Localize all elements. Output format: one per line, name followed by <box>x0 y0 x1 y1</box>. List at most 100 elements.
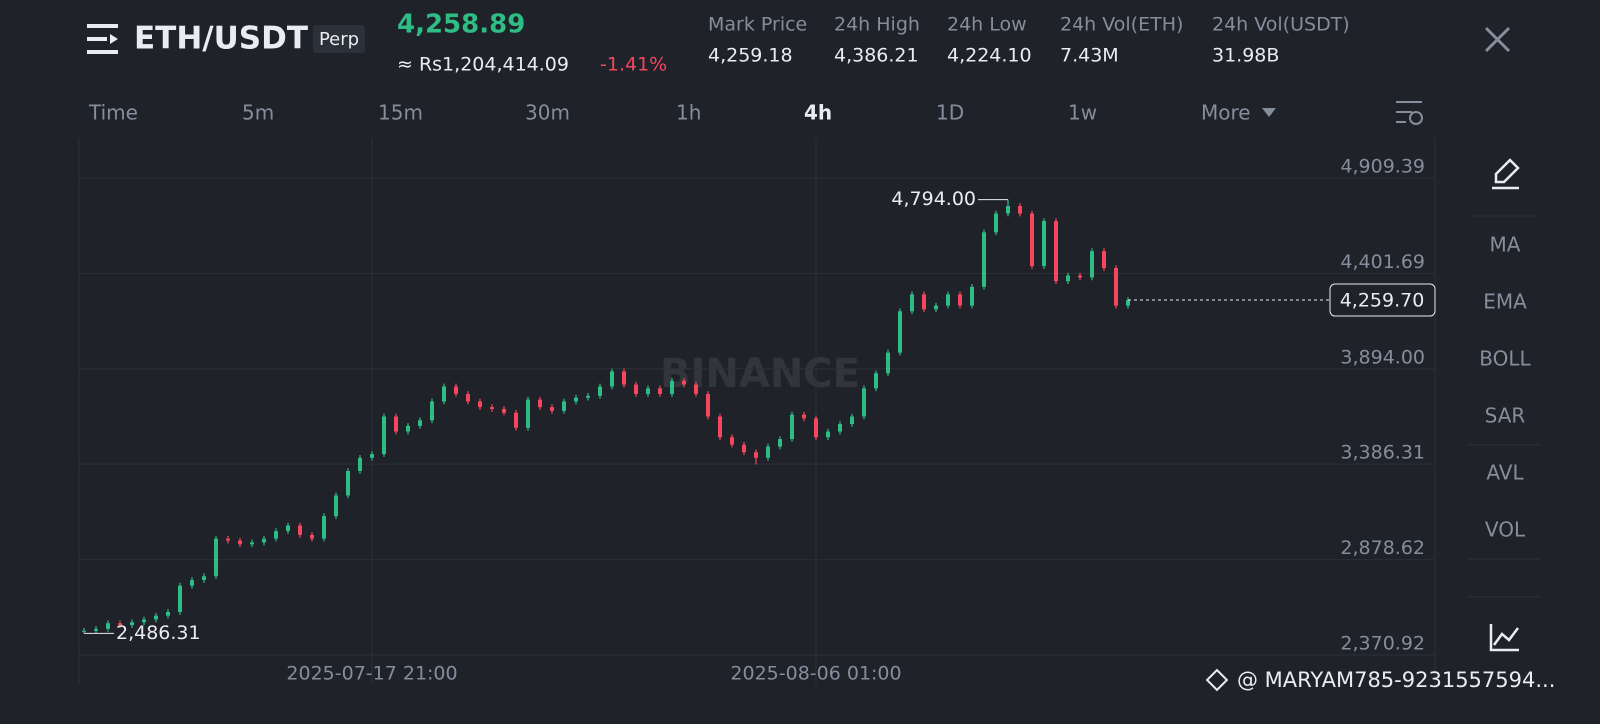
candle-body <box>538 399 542 408</box>
candle-body <box>526 399 530 428</box>
candle-body <box>106 623 110 629</box>
candle-body <box>922 294 926 310</box>
candle-body <box>694 384 698 394</box>
tab[interactable]: 4h <box>804 101 832 125</box>
tab[interactable]: 1D <box>936 101 964 125</box>
candle-body <box>574 397 578 402</box>
tab[interactable]: 1w <box>1068 101 1097 125</box>
candle-body <box>154 615 158 620</box>
tab[interactable]: 5m <box>242 101 274 125</box>
y-tick-label: 4,401.69 <box>1340 251 1425 273</box>
candle-body <box>1066 275 1070 282</box>
candle-body <box>742 444 746 453</box>
indicator[interactable]: EMA <box>1483 290 1527 314</box>
tab[interactable]: 30m <box>525 101 570 125</box>
candle-body <box>82 630 86 632</box>
y-tick-label: 2,878.62 <box>1340 537 1425 559</box>
candle-body <box>598 386 602 396</box>
settings-icon[interactable] <box>1396 101 1423 125</box>
y-tick-label: 4,909.39 <box>1340 155 1425 177</box>
candle-body <box>466 393 470 402</box>
candle-body <box>334 495 338 517</box>
candle-body <box>142 619 146 623</box>
indicator[interactable]: SAR <box>1485 404 1526 428</box>
candle-body <box>370 454 374 458</box>
candle-body <box>1126 300 1130 306</box>
close-button[interactable] <box>1484 26 1511 53</box>
candle-body <box>274 531 278 539</box>
indicator[interactable]: MA <box>1490 233 1521 257</box>
stats: Mark Price 4,259.18 24h High 4,386.21 24h Lo… <box>708 14 1350 67</box>
stat-label: 24h Vol(ETH) <box>1060 14 1183 36</box>
candle-body <box>502 408 506 413</box>
more-arrow[interactable] <box>1262 108 1276 117</box>
candle-body <box>394 416 398 432</box>
candle-body <box>1078 275 1082 278</box>
candle-body <box>454 386 458 394</box>
candle-body <box>838 424 842 432</box>
stat-value: 4,386.21 <box>834 45 919 67</box>
menu-icon[interactable] <box>87 24 118 54</box>
candle-body <box>1018 206 1022 214</box>
symbol[interactable]: ETH/USDT <box>134 21 308 57</box>
indicator[interactable]: BOLL <box>1479 347 1531 371</box>
last-price-box <box>1329 283 1436 317</box>
candle-body <box>874 373 878 389</box>
tab[interactable]: 1h <box>676 101 701 125</box>
candle-body <box>706 393 710 417</box>
candle-body <box>238 540 242 545</box>
candle-body <box>946 294 950 306</box>
candle-body <box>634 384 638 394</box>
candle-body <box>778 439 782 447</box>
indicator[interactable]: AVL <box>1486 461 1524 485</box>
candle-body <box>682 380 686 385</box>
local-price: ≈ Rs1,204,414.09 <box>397 54 569 76</box>
last-price-label: 4,259.70 <box>1340 290 1425 312</box>
candle-body <box>382 416 386 455</box>
x-tick-label: 2025-07-17 21:00 <box>286 663 457 685</box>
candle-body <box>166 611 170 616</box>
candle-body <box>898 311 902 353</box>
candle-body <box>214 538 218 577</box>
tab[interactable]: 15m <box>378 101 423 125</box>
footer-handle: @ MARYAM785-9231557594... <box>1237 668 1555 692</box>
candle-body <box>562 401 566 411</box>
candle-body <box>250 542 254 545</box>
indicator[interactable]: VOL <box>1485 518 1526 542</box>
candle-body <box>1114 268 1118 306</box>
candle-body <box>94 628 98 631</box>
candle-body <box>490 407 494 409</box>
chart-icon[interactable] <box>1489 624 1519 652</box>
candle-body <box>862 388 866 417</box>
tab[interactable]: Time <box>88 101 138 125</box>
candle-body <box>178 585 182 612</box>
stat-label: 24h Low <box>947 14 1027 36</box>
annotation: 4,794.00 <box>891 188 976 210</box>
candle-body <box>670 380 674 394</box>
draw-icon[interactable] <box>1492 158 1520 190</box>
candle-body <box>646 388 650 394</box>
candle-body <box>226 538 230 541</box>
candle-body <box>130 622 134 626</box>
candle-body <box>322 516 326 539</box>
candle-body <box>346 471 350 496</box>
stat-label: 24h Vol(USDT) <box>1212 14 1350 36</box>
candle-body <box>550 407 554 411</box>
candle-body <box>790 414 794 440</box>
candle-body <box>958 294 962 306</box>
candle-body <box>286 525 290 532</box>
candle-body <box>514 412 518 428</box>
candle-body <box>730 437 734 445</box>
candle-body <box>430 401 434 421</box>
candle-body <box>1006 206 1010 214</box>
candle-body <box>442 386 446 402</box>
tab[interactable]: More <box>1201 101 1251 125</box>
candle-body <box>418 420 422 426</box>
candle-body <box>1042 221 1046 267</box>
candle-body <box>826 431 830 438</box>
candle-body <box>586 395 590 398</box>
candle-body <box>406 425 410 432</box>
